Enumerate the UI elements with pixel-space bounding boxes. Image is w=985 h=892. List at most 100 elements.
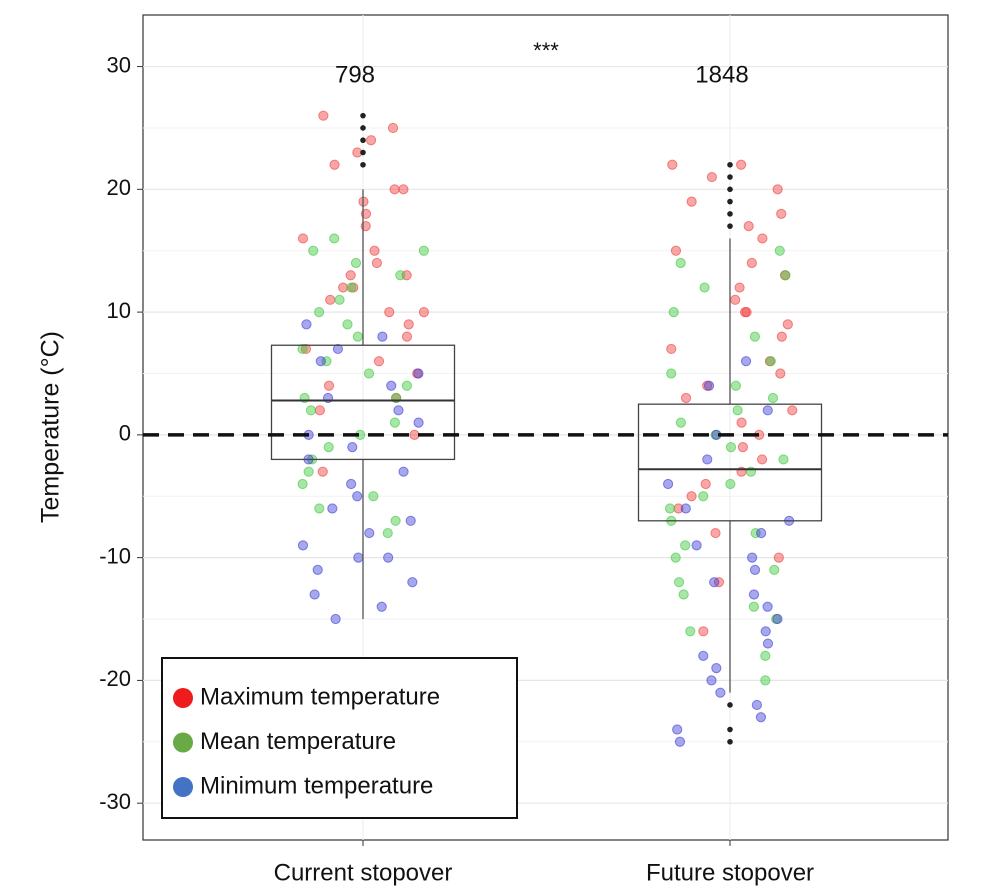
point (680, 503, 691, 514)
y-tick-label: -10 (99, 543, 131, 568)
point (325, 294, 336, 305)
point (418, 245, 429, 256)
point (363, 368, 375, 379)
point (732, 405, 743, 416)
point (698, 491, 709, 502)
point (769, 564, 780, 576)
outlier (727, 223, 733, 229)
outlier (727, 198, 733, 205)
outlier (727, 702, 733, 708)
point (313, 306, 325, 318)
point (749, 564, 761, 576)
point (730, 294, 741, 305)
point (368, 491, 379, 502)
point (736, 417, 747, 428)
point (345, 270, 356, 281)
point (297, 478, 308, 490)
point (762, 405, 773, 416)
point (301, 319, 312, 330)
point (755, 712, 767, 723)
point (686, 491, 697, 502)
point (670, 552, 681, 563)
point (377, 331, 388, 342)
count-label: 798 (335, 61, 375, 88)
point (668, 306, 679, 318)
x-tick-label: Current stopover (274, 859, 453, 886)
point (384, 306, 395, 318)
legend-label: Minimum temperature (200, 772, 433, 799)
point (321, 356, 332, 367)
point (305, 405, 317, 416)
point (782, 319, 793, 330)
point (371, 257, 382, 269)
point (762, 638, 774, 649)
point (673, 503, 684, 514)
point (734, 282, 745, 293)
point (386, 380, 397, 391)
point (715, 687, 726, 698)
outlier (727, 161, 733, 168)
point (699, 282, 710, 293)
x-tick-label: Future stopover (646, 859, 814, 886)
outlier (727, 726, 733, 733)
y-tick-label: 0 (119, 421, 131, 446)
point (667, 159, 678, 170)
point (393, 405, 404, 416)
point (774, 245, 785, 256)
point (383, 552, 394, 563)
point (675, 257, 686, 269)
point (743, 221, 754, 232)
y-axis-label: Temperature (°C) (37, 331, 65, 523)
point (352, 491, 363, 502)
point (685, 626, 696, 637)
box (270, 344, 456, 461)
point (352, 331, 363, 342)
point (775, 368, 786, 379)
point (329, 233, 340, 244)
point (756, 454, 768, 465)
y-tick-label: -30 (99, 789, 131, 814)
point (746, 257, 757, 269)
point (364, 527, 375, 539)
point (317, 466, 328, 477)
point (760, 626, 771, 637)
point (698, 626, 709, 637)
point (756, 527, 767, 539)
legend-marker (173, 777, 193, 797)
point (703, 380, 715, 391)
point (401, 380, 413, 391)
point (662, 478, 674, 490)
point (711, 663, 722, 674)
point (308, 245, 319, 256)
point (323, 442, 334, 453)
point (389, 417, 400, 428)
legend-label: Mean temperature (200, 728, 396, 755)
point (725, 442, 737, 453)
point (395, 270, 406, 281)
point (776, 331, 787, 342)
point (787, 405, 798, 416)
point (398, 466, 409, 477)
point (332, 343, 344, 355)
point (700, 478, 711, 490)
point (390, 515, 401, 526)
point (297, 233, 309, 244)
point (418, 306, 430, 318)
point (309, 589, 320, 600)
point (314, 503, 325, 514)
point (330, 613, 341, 625)
y-tick-label: 20 (107, 175, 131, 200)
count-label: 1848 (695, 61, 748, 88)
point (297, 343, 308, 355)
point (780, 270, 791, 281)
point (666, 368, 677, 379)
point (749, 331, 761, 342)
point (757, 233, 768, 244)
outlier (360, 149, 366, 156)
point (686, 196, 697, 207)
y-tick-label: 30 (107, 52, 131, 77)
point (730, 380, 741, 391)
point (312, 564, 323, 576)
point (297, 540, 309, 551)
